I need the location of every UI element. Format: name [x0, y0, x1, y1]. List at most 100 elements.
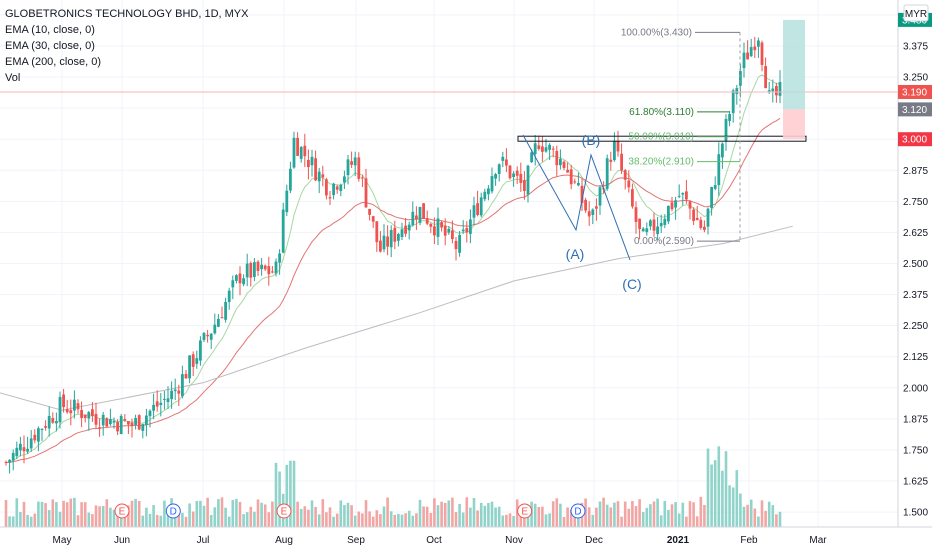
- candle-body: [584, 199, 587, 211]
- volume-bar: [569, 509, 573, 527]
- current-price-badge-text: 3.190: [902, 87, 927, 98]
- candle-body: [692, 209, 695, 221]
- candle-body: [209, 333, 213, 340]
- volume-bar: [209, 514, 213, 527]
- volume-bar: [476, 510, 479, 527]
- candle-body: [181, 374, 184, 397]
- candle-body: [271, 271, 274, 273]
- candle-body: [559, 158, 562, 166]
- volume-bar: [55, 502, 58, 527]
- price-tick: 2.625: [903, 228, 928, 239]
- volume-bar: [299, 508, 303, 527]
- candle-body: [58, 397, 62, 423]
- candle-body: [458, 234, 461, 253]
- fibonacci-levels: 100.00%(3.430) 61.80%(3.110) 50.00%(3.010)…: [621, 27, 740, 247]
- price-tick: 1.875: [903, 414, 928, 425]
- candle-body: [249, 262, 253, 278]
- volume-bar: [199, 500, 202, 527]
- candle-body: [263, 265, 267, 270]
- volume-bar: [515, 499, 519, 527]
- time-tick: May: [53, 535, 72, 546]
- candle-body: [530, 152, 533, 163]
- volume-bar: [137, 500, 141, 527]
- volume-bar: [245, 512, 249, 527]
- candle-body: [296, 137, 299, 156]
- volume-bar: [598, 501, 602, 527]
- volume-bar: [19, 512, 22, 527]
- volume-bar: [695, 516, 699, 527]
- volume-bar: [389, 511, 393, 527]
- volume-bar: [332, 516, 335, 527]
- candle-body: [112, 420, 116, 423]
- candle-body: [418, 206, 422, 223]
- candle-body: [307, 159, 310, 168]
- volume-bar: [371, 516, 375, 527]
- candle-body: [47, 415, 51, 429]
- legend-ema30: EMA (30, close, 0): [5, 40, 95, 52]
- candle-body: [681, 193, 685, 195]
- volume-bar: [721, 470, 724, 527]
- volume-bar: [307, 509, 310, 527]
- current-price-badge: [898, 84, 932, 99]
- candle-body: [587, 211, 591, 217]
- volume-bar: [58, 511, 62, 527]
- legend-ema200: EMA (200, close, 0): [5, 56, 101, 68]
- price-tick: 2.000: [903, 383, 928, 394]
- volume-bar: [735, 470, 739, 527]
- currency-box: [903, 4, 929, 22]
- volume-bar: [710, 464, 713, 527]
- candle-body: [184, 373, 188, 379]
- candle-body: [37, 428, 40, 442]
- candle-body: [267, 266, 271, 275]
- target-zone: [783, 19, 805, 110]
- candle-body: [685, 191, 688, 200]
- candle-body: [562, 161, 566, 169]
- volume-bar: [339, 500, 343, 527]
- volume-bar: [757, 516, 760, 527]
- candle-body: [659, 223, 663, 227]
- stop-zone: [783, 109, 805, 140]
- candle-body: [310, 156, 314, 166]
- candle-body: [382, 235, 386, 250]
- candle-body: [645, 228, 649, 233]
- volume-bar: [328, 507, 332, 527]
- candle-body: [220, 317, 224, 319]
- candle-body: [440, 222, 443, 228]
- candle-body: [627, 180, 631, 188]
- volume-bar: [407, 510, 411, 527]
- candle-body: [454, 240, 458, 250]
- candle-body: [274, 261, 278, 274]
- candle-body: [699, 219, 703, 228]
- wave-label: (B): [582, 132, 601, 148]
- candle-body: [202, 333, 206, 340]
- volume-bar: [490, 501, 494, 527]
- candle-body: [706, 208, 710, 227]
- candle-body: [94, 413, 98, 425]
- volume-bar: [69, 498, 73, 527]
- volume-bar: [292, 460, 296, 527]
- candle-body: [713, 185, 717, 189]
- earnings-marker: [517, 503, 533, 519]
- volume-bar: [379, 514, 382, 527]
- candle-body: [447, 228, 451, 233]
- volume-bar: [447, 500, 451, 527]
- candle-body: [83, 414, 87, 419]
- candle-body: [710, 187, 713, 208]
- candle-body: [760, 42, 764, 65]
- price-tick: 2.875: [903, 166, 928, 177]
- volume-bar: [742, 506, 746, 527]
- volume-bar: [4, 500, 8, 527]
- candle-body: [62, 394, 65, 408]
- price-tick: 2.375: [903, 290, 928, 301]
- volume-bar: [101, 506, 105, 527]
- candle-body: [371, 216, 375, 222]
- event-label: D: [574, 507, 581, 518]
- volume-bar: [361, 513, 364, 527]
- volume-bar: [220, 497, 224, 527]
- candle-body: [487, 188, 490, 195]
- candle-body: [379, 240, 382, 252]
- candle-body: [483, 191, 487, 200]
- time-tick: Sep: [347, 535, 365, 546]
- candle-body: [634, 207, 638, 222]
